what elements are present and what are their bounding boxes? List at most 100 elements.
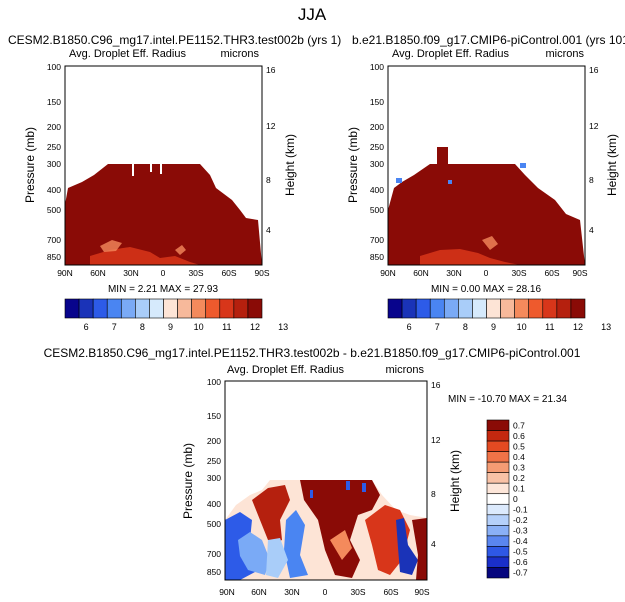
- colorbar-box: [486, 461, 510, 473]
- colorbar-box: [458, 298, 473, 319]
- plot-frame: [387, 65, 586, 266]
- y-right-tick-label: 8: [266, 175, 271, 185]
- y-right-tick-label: 8: [431, 489, 436, 499]
- colorbar-box: [486, 440, 510, 452]
- y-tick-label: 100: [207, 377, 221, 387]
- x-tick-label: 0: [323, 587, 328, 597]
- colorbar-label: -0.7: [513, 568, 528, 578]
- colorbar-label: 0.1: [513, 483, 525, 493]
- colorbar-label: 12: [573, 322, 583, 332]
- figure-title: JJA: [298, 5, 327, 24]
- y-tick-label: 850: [47, 252, 61, 262]
- y-right-tick-label: 4: [431, 539, 436, 549]
- panel-control-subtitle: Avg. Droplet Eff. Radius: [392, 48, 509, 60]
- colorbar-label: 0.4: [513, 452, 525, 462]
- x-tick-label: 0: [484, 268, 489, 278]
- y-tick-label: 100: [370, 62, 384, 72]
- field-orange-band: [420, 249, 520, 265]
- y-right-tick-label: 16: [431, 380, 441, 390]
- y-axis-right: 16 12 8 4 Height (km): [431, 380, 462, 549]
- min-max-label: MIN = -10.70 MAX = 21.34: [448, 394, 567, 405]
- colorbar-box: [500, 298, 515, 319]
- x-tick-label: 90S: [572, 268, 587, 278]
- panel-difference-units: microns: [385, 364, 424, 376]
- y-right-tick-label: 16: [266, 65, 276, 75]
- panel-control-title: b.e21.B1850.f09_g17.CMIP6-piControl.001 …: [352, 33, 625, 47]
- field-blue-south: [396, 518, 418, 575]
- y-tick-label: 150: [207, 411, 221, 421]
- colorbar-label: -0.1: [513, 505, 528, 515]
- heatmap-field: [65, 164, 262, 265]
- y-tick-label: 500: [370, 205, 384, 215]
- colorbar-box: [387, 298, 403, 319]
- field-orange-band: [90, 247, 200, 265]
- colorbar-box: [120, 298, 136, 319]
- colorbar-label: 13: [278, 322, 288, 332]
- x-axis: 90N 60N 30N 0 30S 60S 90S: [380, 268, 588, 278]
- field-blue-tropics: [266, 538, 288, 578]
- panel-control-units: microns: [545, 48, 584, 60]
- plot-frame: [224, 380, 428, 581]
- x-tick-label: 30N: [123, 268, 139, 278]
- colorbar-box: [542, 298, 558, 319]
- colorbar-label: 11: [222, 322, 231, 332]
- colorbar-box: [486, 525, 510, 537]
- colorbar-label: 7: [112, 322, 117, 332]
- x-tick-label: 30N: [284, 587, 300, 597]
- heatmap-field: [388, 147, 585, 265]
- panel-difference-title: CESM2.B1850.C96_mg17.intel.PE1152.THR3.t…: [44, 346, 581, 360]
- colorbar-box: [486, 535, 510, 547]
- x-axis: 90N 60N 30N 0 30S 60S 90S: [57, 268, 270, 278]
- panel-difference: CESM2.B1850.C96_mg17.intel.PE1152.THR3.t…: [44, 346, 581, 597]
- x-tick-label: 30S: [188, 268, 203, 278]
- colorbar-box: [486, 482, 510, 495]
- colorbar-label: 11: [545, 322, 554, 332]
- x-tick-label: 60N: [90, 268, 106, 278]
- colorbar-box: [486, 503, 510, 516]
- colorbar-label: 0.5: [513, 441, 525, 451]
- y-right-tick-label: 16: [589, 65, 599, 75]
- y-right-tick-label: 12: [431, 435, 441, 445]
- colorbar-label: 10: [194, 322, 204, 332]
- y-tick-label: 300: [370, 159, 384, 169]
- colorbar-box: [486, 567, 510, 579]
- colorbar-box: [64, 298, 80, 319]
- y-tick-label: 700: [47, 235, 61, 245]
- colorbar-box: [219, 298, 235, 319]
- colorbar-box: [247, 298, 263, 319]
- x-tick-label: 30S: [350, 587, 365, 597]
- colorbar-label: -0.4: [513, 536, 528, 546]
- colorbar-label: -0.3: [513, 526, 528, 536]
- y-axis-right-label: Height (km): [283, 134, 297, 196]
- y-tick-label: 250: [47, 142, 61, 152]
- colorbar-box: [92, 298, 108, 319]
- colorbar-box: [106, 298, 122, 319]
- y-axis-right: 16 12 8 4 Height (km): [589, 65, 619, 235]
- colorbar-box: [205, 298, 221, 319]
- y-tick-label: 200: [370, 122, 384, 132]
- field-light-patch: [100, 240, 122, 252]
- colorbar-box: [443, 298, 459, 319]
- y-tick-label: 700: [207, 549, 221, 559]
- colorbar-label: 13: [601, 322, 611, 332]
- y-right-tick-label: 4: [266, 225, 271, 235]
- x-tick-label: 60N: [251, 587, 267, 597]
- x-tick-label: 30N: [446, 268, 462, 278]
- x-tick-label: 90N: [380, 268, 396, 278]
- colorbar-box: [486, 472, 510, 484]
- y-tick-label: 400: [370, 185, 384, 195]
- field-blue-north: [238, 532, 270, 575]
- colorbar-label: -0.6: [513, 557, 528, 567]
- colorbar-label: 7: [435, 322, 440, 332]
- colorbar-label: 10: [517, 322, 527, 332]
- plot-frame: [64, 65, 263, 266]
- y-right-tick-label: 8: [589, 175, 594, 185]
- x-tick-label: 60S: [221, 268, 236, 278]
- y-axis: 100 150 200 250 300 400 500 700 850 Pres…: [346, 62, 384, 262]
- colorbar-label: 12: [250, 322, 260, 332]
- colorbar-box: [570, 298, 586, 319]
- colorbar-box: [486, 298, 501, 319]
- colorbar-label: 6: [84, 322, 89, 332]
- heatmap-field: [225, 480, 427, 580]
